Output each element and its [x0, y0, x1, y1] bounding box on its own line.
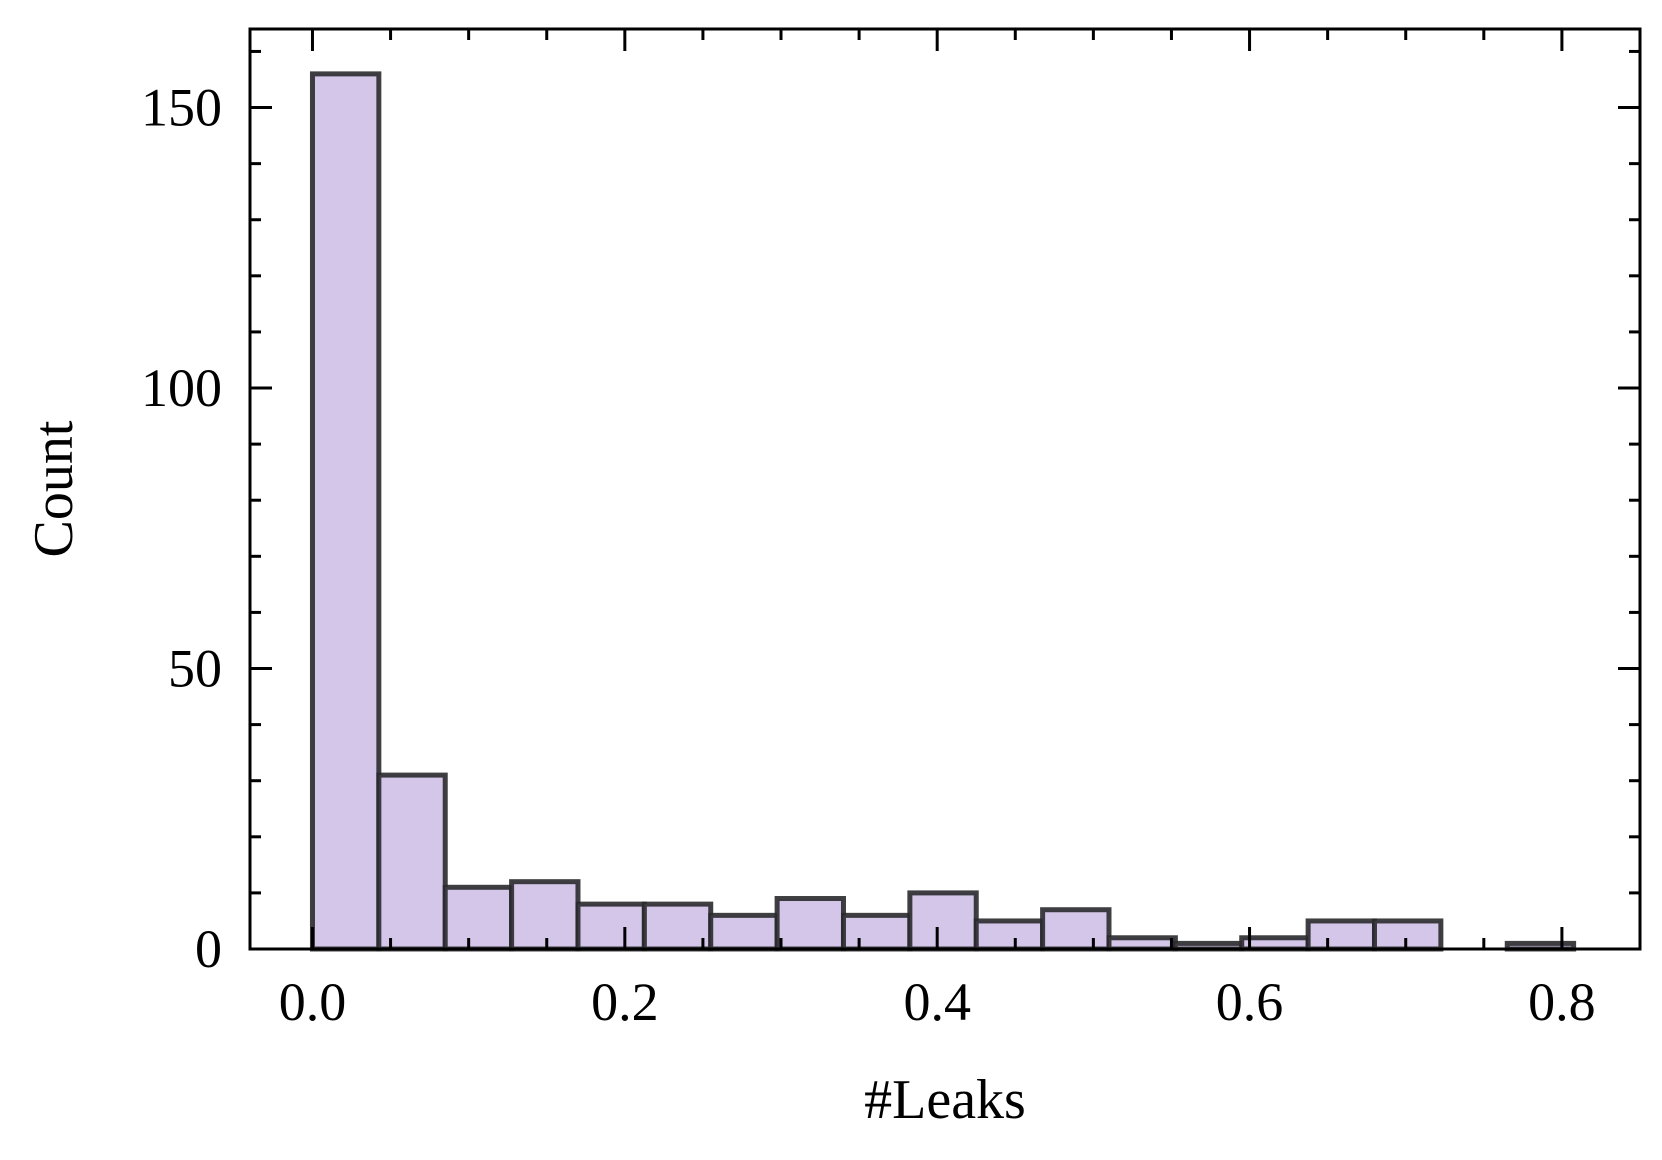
labels-layer: 0.0 0.2 0.4 0.6 0.8 0 50 100 150 — [141, 78, 1596, 1032]
x-tick-label: 0.6 — [1216, 972, 1284, 1032]
histogram-bar — [840, 912, 913, 952]
histogram-bar — [907, 890, 979, 952]
x-tick-label: 0.2 — [591, 972, 659, 1032]
histogram-bar — [575, 901, 647, 952]
histogram-bar — [1106, 935, 1178, 952]
y-tick-label: 100 — [141, 358, 222, 418]
y-tick-label: 150 — [141, 78, 222, 138]
plot-frame — [248, 27, 1642, 951]
x-axis-title: #Leaks — [864, 1069, 1026, 1131]
histogram-bar — [708, 912, 780, 952]
y-tick-label: 0 — [195, 919, 222, 979]
histogram-bar — [973, 918, 1046, 952]
histogram-bar — [1040, 907, 1112, 952]
y-tick-label: 50 — [168, 639, 222, 699]
x-tick-label: 0.0 — [279, 972, 347, 1032]
histogram-bar — [309, 71, 382, 952]
histogram-bar — [509, 879, 581, 952]
histogram-bar — [774, 896, 846, 952]
x-tick-label: 0.8 — [1528, 972, 1596, 1032]
histogram-bar — [442, 884, 515, 952]
bars-layer — [309, 71, 1577, 952]
histogram-bar — [1239, 935, 1311, 952]
histogram-bar — [1371, 918, 1444, 952]
x-tick-label: 0.4 — [903, 972, 971, 1032]
histogram-bar — [1305, 918, 1377, 952]
histogram-bar — [641, 901, 714, 952]
ticks-layer — [250, 29, 1642, 951]
y-axis-title: Count — [23, 420, 85, 557]
histogram-bar — [376, 772, 448, 952]
